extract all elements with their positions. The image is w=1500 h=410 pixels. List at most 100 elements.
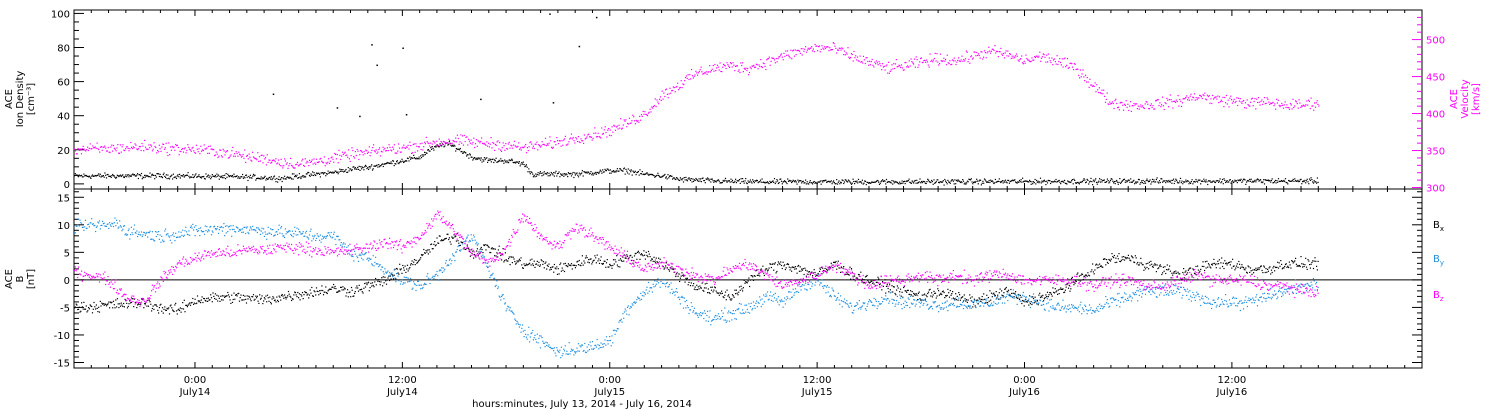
velocity-series-point — [702, 73, 704, 75]
velocity-series-point — [663, 92, 665, 94]
density-series-point — [1158, 180, 1161, 182]
velocity-series-point — [611, 126, 613, 128]
series-Bx-point — [1125, 258, 1127, 260]
velocity-series-point — [1178, 105, 1180, 107]
series-Bx-point — [290, 296, 292, 298]
density-series-point — [774, 182, 776, 185]
density-series-point — [120, 175, 122, 178]
density-series-point — [976, 180, 979, 182]
density-series-point — [1249, 180, 1252, 182]
series-Bx-point — [304, 291, 306, 293]
series-Bx-point — [179, 309, 181, 312]
density-series-point — [1309, 178, 1311, 180]
density-series-point — [611, 170, 613, 172]
velocity-series-point — [91, 148, 93, 150]
density-series-point — [721, 182, 723, 184]
velocity-series-point — [398, 143, 400, 145]
series-Bx-point — [127, 305, 129, 307]
velocity-series-point — [902, 69, 904, 71]
series-Bx-point — [90, 305, 92, 307]
velocity-series-point — [283, 165, 285, 167]
series-Bx-point — [927, 292, 929, 295]
density-series-point — [916, 179, 918, 181]
density-series-point — [845, 179, 847, 181]
density-series-point — [607, 168, 609, 170]
velocity-series-point — [1263, 97, 1266, 99]
series-Bx-point — [847, 273, 849, 275]
density-series-point — [905, 180, 907, 183]
velocity-series-point — [335, 158, 337, 160]
series-Bx-point — [596, 254, 598, 256]
series-Bx-point — [697, 286, 699, 288]
series-Bx-point — [397, 272, 399, 274]
series-Bx-point — [223, 295, 225, 297]
velocity-series-point — [1032, 59, 1034, 61]
velocity-series-point — [1137, 105, 1139, 107]
series-Bx-point — [411, 260, 413, 262]
series-Bx-point — [710, 286, 712, 288]
density-series-point — [81, 176, 83, 178]
series-Bx-point — [805, 275, 807, 277]
series-Bx-point — [623, 260, 625, 262]
velocity-series-point — [1307, 99, 1310, 101]
density-series-point — [399, 160, 402, 162]
velocity-series-point — [753, 64, 755, 66]
series-Bx-point — [165, 309, 167, 311]
series-Bx-point — [352, 295, 354, 297]
density-series-point — [751, 182, 753, 184]
velocity-series-point — [1202, 94, 1204, 96]
velocity-series-point — [997, 56, 999, 58]
density-series-point — [1244, 179, 1246, 181]
velocity-series-point — [813, 51, 815, 53]
density-series-point — [1140, 182, 1142, 184]
density-series-point — [277, 178, 279, 180]
velocity-series-point — [780, 53, 782, 55]
series-Bx-point — [1201, 265, 1203, 267]
series-Bx-point — [1101, 266, 1103, 268]
series-Bx-point — [262, 303, 264, 305]
velocity-series-point — [868, 64, 870, 66]
density-series-point — [876, 179, 878, 182]
velocity-series-point — [1021, 55, 1023, 57]
density-series-point — [668, 175, 671, 177]
series-Bx-point — [329, 288, 331, 290]
series-Bx-point — [601, 263, 603, 265]
velocity-series-point — [112, 144, 115, 147]
series-Bx-point — [143, 307, 145, 309]
series-Bx-point — [991, 296, 993, 298]
velocity-series-point — [1233, 98, 1235, 100]
velocity-series-point — [1218, 102, 1220, 104]
velocity-series-point — [401, 147, 403, 149]
density-series-point — [649, 173, 651, 175]
series-Bx-point — [307, 293, 309, 295]
velocity-series-point — [758, 64, 760, 66]
series-Bx-point — [591, 263, 593, 265]
density-series-point — [599, 169, 601, 171]
density-series-point — [373, 165, 375, 167]
series-Bx-point — [328, 289, 330, 291]
series-Bx-point — [616, 255, 618, 257]
velocity-series-point — [288, 165, 290, 167]
density-series-point — [219, 175, 221, 177]
density-series-point — [1177, 182, 1179, 184]
series-Bx-point — [768, 267, 770, 269]
velocity-series-point — [226, 150, 229, 152]
density-series-point — [1202, 180, 1204, 183]
density-series-point — [207, 174, 209, 176]
series-Bx-point — [329, 288, 332, 290]
series-Bx-point — [1130, 260, 1132, 262]
series-Bx-point — [206, 297, 208, 300]
density-series-point — [731, 179, 734, 181]
density-series-point — [802, 180, 804, 182]
series-Bx-point — [1078, 275, 1080, 277]
series-Bx-point — [173, 310, 175, 313]
density-series-point — [400, 161, 402, 163]
series-Bx-point — [452, 237, 454, 239]
series-Bx-point — [77, 308, 79, 311]
series-Bx-point — [362, 292, 364, 294]
series-Bx-point — [663, 268, 665, 270]
velocity-series-point — [300, 163, 302, 165]
density-series-point — [1300, 178, 1302, 180]
velocity-series-point — [853, 50, 855, 53]
series-Bx-point — [889, 289, 891, 291]
